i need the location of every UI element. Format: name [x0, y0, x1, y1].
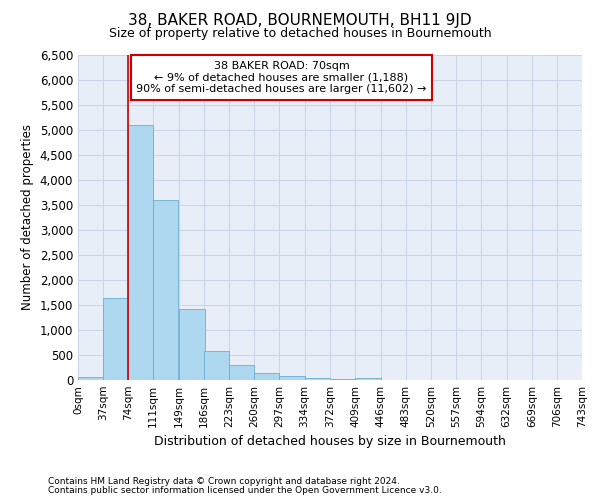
Bar [254, 372, 280, 380]
Bar [128, 125, 153, 380]
Y-axis label: Number of detached properties: Number of detached properties [21, 124, 34, 310]
Text: 38 BAKER ROAD: 70sqm  
← 9% of detached houses are smaller (1,188)
90% of semi-d: 38 BAKER ROAD: 70sqm ← 9% of detached ho… [136, 61, 427, 94]
Bar [204, 351, 229, 380]
Text: 38, BAKER ROAD, BOURNEMOUTH, BH11 9JD: 38, BAKER ROAD, BOURNEMOUTH, BH11 9JD [128, 12, 472, 28]
Bar [280, 376, 305, 380]
Text: Contains public sector information licensed under the Open Government Licence v3: Contains public sector information licen… [48, 486, 442, 495]
Bar [355, 378, 380, 380]
Bar [229, 365, 254, 380]
Bar [103, 298, 128, 380]
Bar [153, 200, 178, 380]
Bar [78, 376, 103, 380]
Bar [331, 378, 355, 380]
Bar [305, 378, 331, 380]
Bar [179, 308, 205, 380]
Text: Size of property relative to detached houses in Bournemouth: Size of property relative to detached ho… [109, 28, 491, 40]
Text: Contains HM Land Registry data © Crown copyright and database right 2024.: Contains HM Land Registry data © Crown c… [48, 477, 400, 486]
X-axis label: Distribution of detached houses by size in Bournemouth: Distribution of detached houses by size … [154, 436, 506, 448]
